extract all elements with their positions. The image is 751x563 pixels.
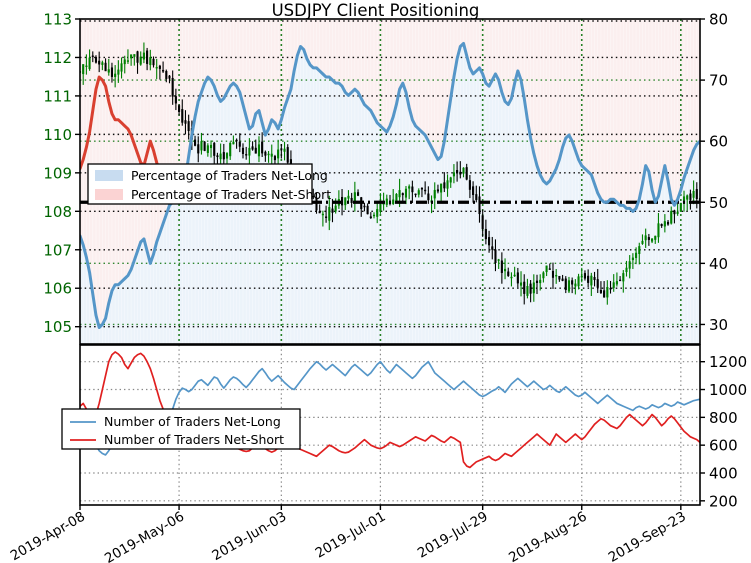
y-axis-left-tick-label: 112 — [43, 49, 72, 67]
upper-right-axis-ticks: 30 40 50 60 70 80 — [700, 11, 728, 334]
y-axis-left-tick-label: 108 — [43, 203, 72, 221]
x-axis-date-label: 2019-Jun-03 — [209, 509, 289, 563]
upper-panel-legend: Percentage of Traders Net-Long Percentage… — [87, 163, 331, 205]
y-axis-left-tick-label: 113 — [43, 11, 72, 29]
lower-panel-gridlines — [80, 345, 700, 505]
x-axis-date-label: 2019-Sep-23 — [606, 509, 689, 563]
page-title: USDJPY Client Positioning — [271, 1, 480, 20]
legend-entry-label: Number of Traders Net-Short — [104, 432, 284, 447]
lower-axis-tick-label: 200 — [709, 492, 738, 510]
x-axis-date-label: 2019-May-06 — [102, 509, 187, 563]
y-axis-left-tick-label: 105 — [43, 318, 72, 336]
x-axis-date-label: 2019-Aug-26 — [506, 509, 590, 563]
y-axis-left-tick-label: 106 — [43, 280, 72, 298]
lower-axis-tick-label: 600 — [709, 437, 738, 455]
y-axis-right-tick-label: 30 — [709, 316, 728, 334]
x-axis-date-label: 2019-Jul-29 — [415, 509, 491, 562]
upper-panel-gridlines — [80, 19, 700, 344]
upper-left-axis-ticks: 105 106 107 108 109 110 111 112 113 — [43, 11, 80, 336]
legend-entry-label: Number of Traders Net-Long — [104, 414, 281, 429]
x-axis-date-label: 2019-Apr-08 — [8, 509, 88, 563]
y-axis-right-tick-label: 40 — [709, 255, 728, 273]
y-axis-right-tick-label: 60 — [709, 133, 728, 151]
legend-entry-label: Percentage of Traders Net-Short — [131, 187, 331, 202]
upper-panel-frame — [79, 18, 701, 345]
y-axis-left-tick-label: 110 — [43, 126, 72, 144]
lower-axis-tick-label: 400 — [709, 465, 738, 483]
y-axis-right-tick-label: 70 — [709, 72, 728, 90]
y-axis-left-tick-label: 111 — [43, 87, 72, 105]
lower-panel-legend: Number of Traders Net-Long Number of Trad… — [61, 408, 301, 450]
y-axis-left-tick-label: 107 — [43, 241, 72, 259]
y-axis-left-tick-label: 109 — [43, 164, 72, 182]
y-axis-right-tick-label: 80 — [709, 11, 728, 29]
lower-axis-tick-label: 1200 — [709, 353, 747, 371]
lower-axis-tick-label: 800 — [709, 409, 738, 427]
legend-entry-label: Percentage of Traders Net-Long — [131, 168, 328, 183]
lower-right-axis-ticks: 200 400 600 800 1000 1200 — [700, 353, 747, 510]
lower-axis-tick-label: 1000 — [709, 381, 747, 399]
x-axis-date-label: 2019-Jul-01 — [313, 509, 389, 562]
y-axis-right-tick-label: 50 — [709, 194, 728, 212]
x-axis-tick-labels: 2019-Apr-08 2019-May-06 2019-Jun-03 2019-Ju… — [8, 505, 689, 563]
